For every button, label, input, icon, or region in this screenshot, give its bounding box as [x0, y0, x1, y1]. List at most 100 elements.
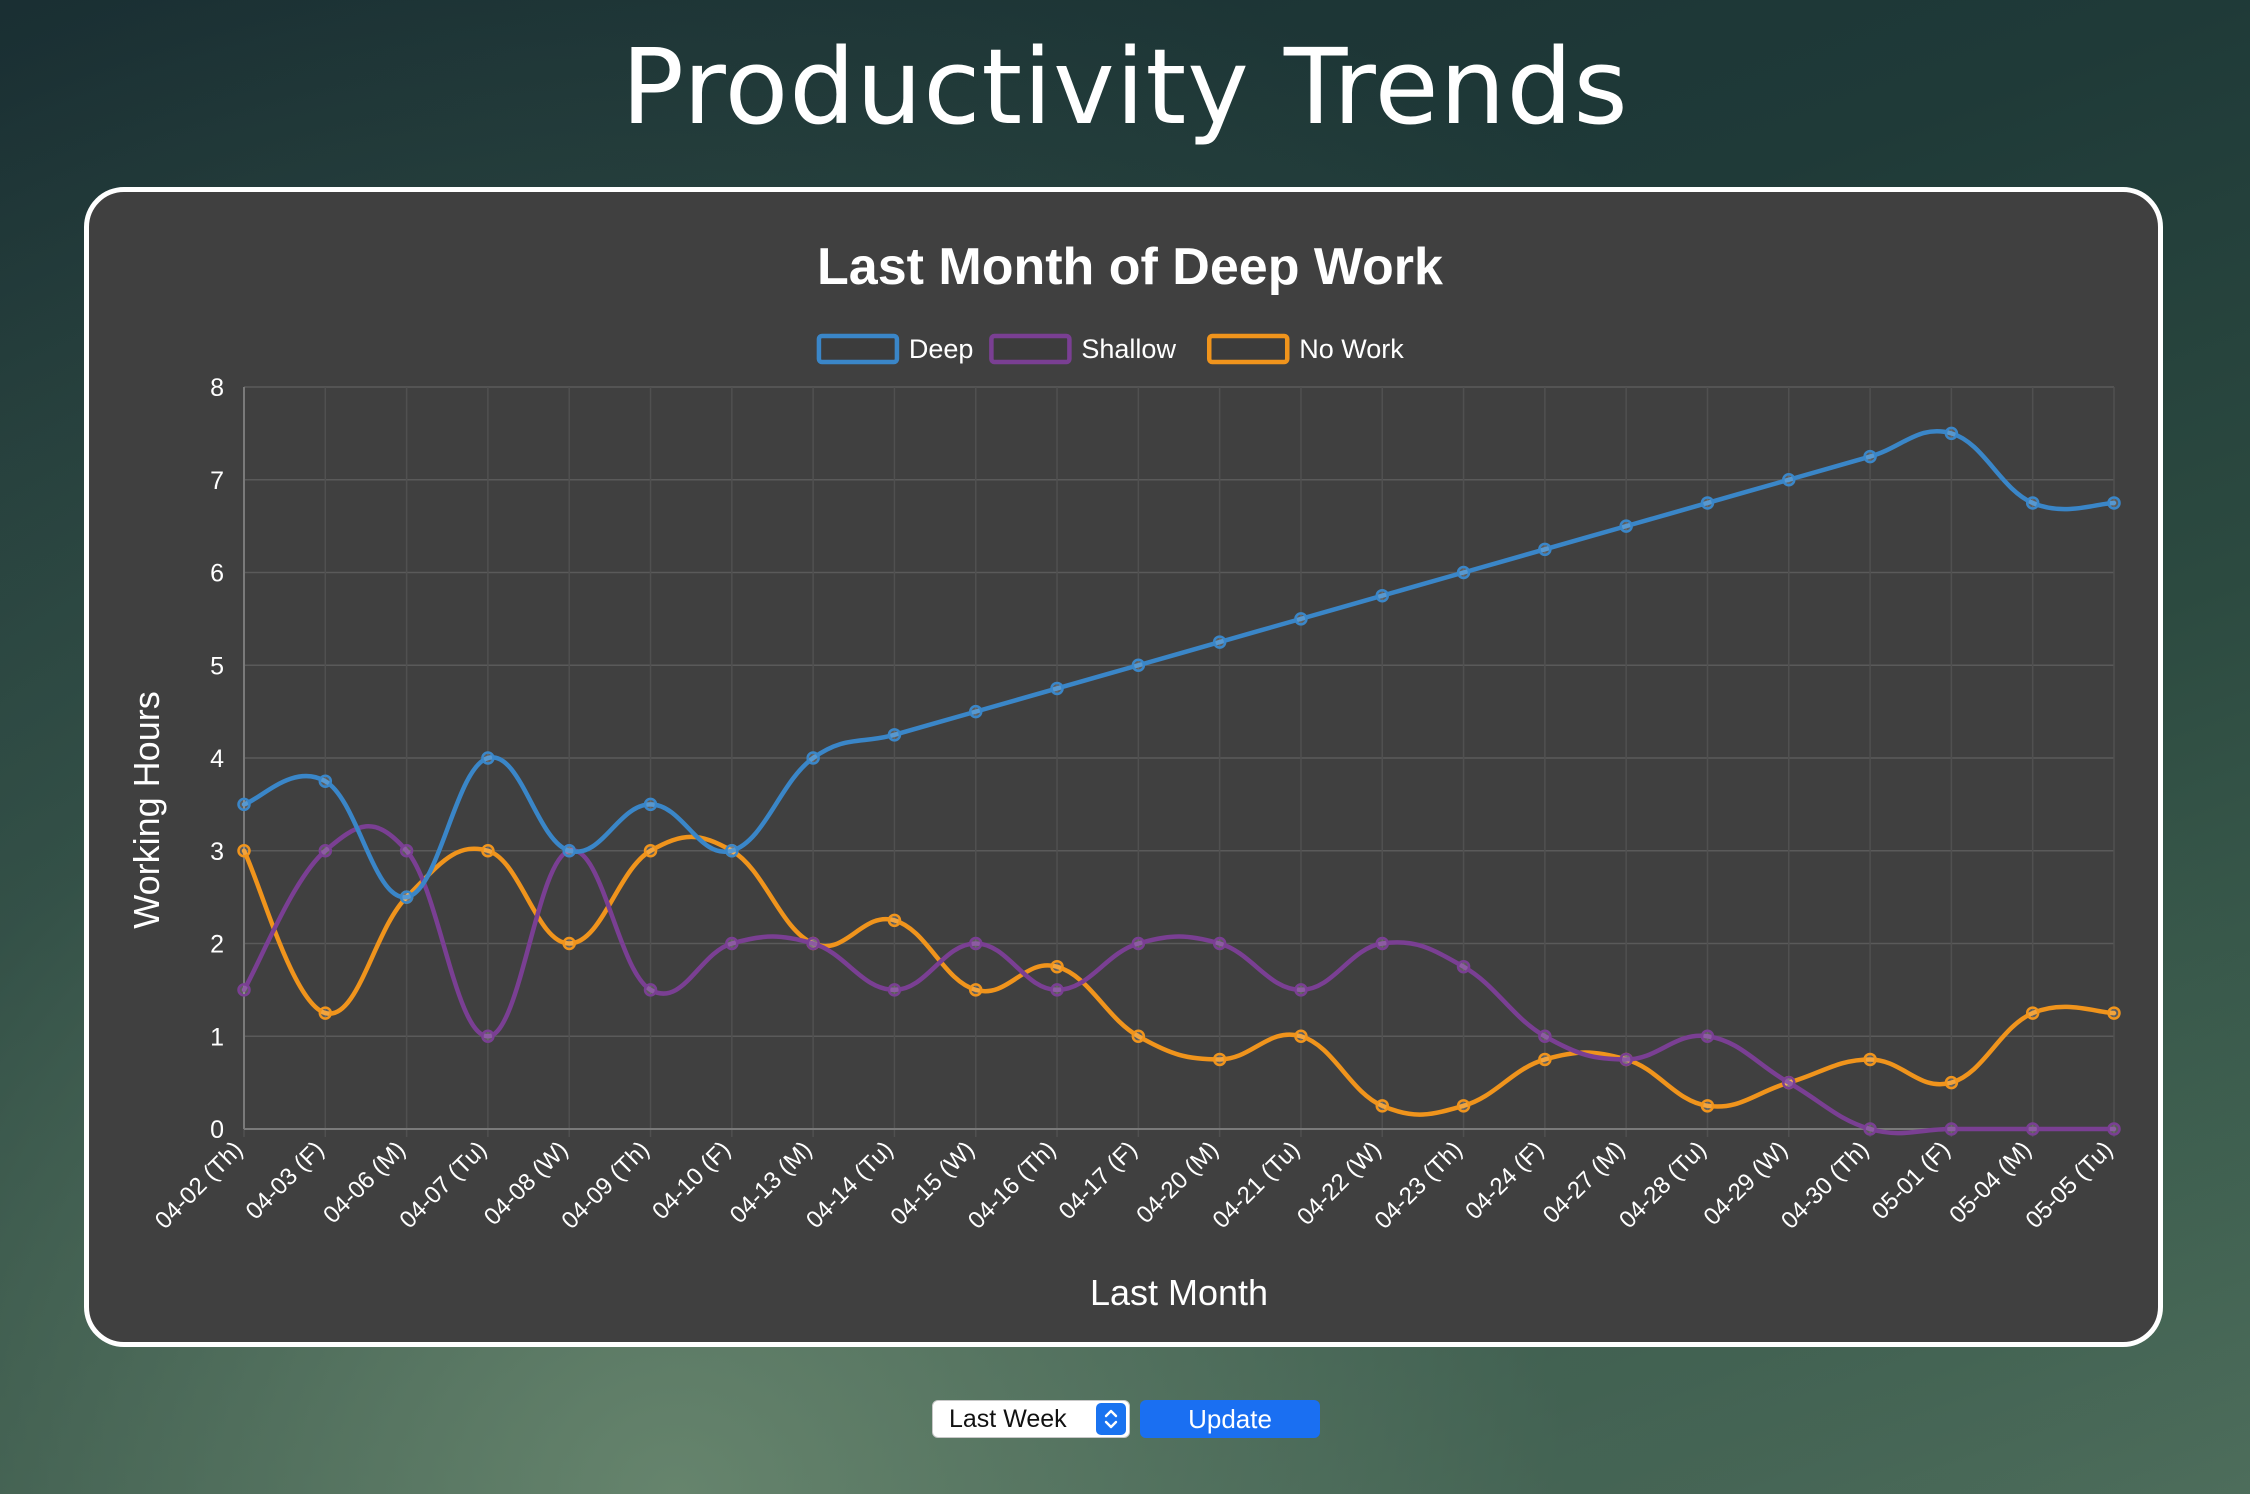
point-no-work[interactable] [1700, 1099, 1715, 1113]
point-shallow[interactable] [1782, 1075, 1796, 1090]
point-deep[interactable] [1619, 519, 1633, 533]
point-deep[interactable] [2025, 496, 2040, 510]
point-shallow[interactable] [1538, 1029, 1552, 1043]
point-shallow[interactable] [725, 936, 739, 951]
y-tick-label: 6 [210, 560, 224, 588]
x-tick-label: 04-07 (Tu) [394, 1136, 492, 1234]
point-deep[interactable] [1375, 588, 1390, 603]
x-tick-label: 05-05 (Tu) [2021, 1136, 2119, 1234]
point-deep[interactable] [237, 797, 251, 812]
point-deep[interactable] [1863, 449, 1877, 464]
x-tick-label: 04-28 (Tu) [1614, 1136, 1712, 1234]
point-shallow[interactable] [1700, 1029, 1715, 1043]
point-deep[interactable] [481, 751, 495, 765]
controls-bar: Last Week Update [932, 1399, 1320, 1439]
legend-swatch-shallow [989, 333, 1072, 365]
point-deep[interactable] [1944, 426, 1959, 441]
point-shallow[interactable] [1863, 1122, 1877, 1136]
point-deep[interactable] [887, 728, 902, 742]
series-line-deep [241, 429, 2117, 900]
point-deep[interactable] [968, 704, 983, 719]
point-shallow[interactable] [1131, 936, 1146, 951]
point-deep[interactable] [725, 844, 739, 858]
line-chart: Last Month of Deep Work Deep Shallow No Wo… [126, 238, 2121, 1313]
point-no-work[interactable] [481, 844, 495, 858]
point-shallow[interactable] [1294, 983, 1308, 997]
point-deep[interactable] [1538, 542, 1552, 557]
x-tick-label: 04-21 (Tu) [1208, 1136, 1306, 1234]
point-shallow[interactable] [1050, 983, 1064, 997]
point-deep[interactable] [318, 774, 333, 788]
point-no-work[interactable] [2107, 1006, 2121, 1020]
point-shallow[interactable] [481, 1029, 495, 1043]
point-no-work[interactable] [562, 936, 576, 951]
y-tick-label: 2 [210, 931, 224, 959]
point-deep[interactable] [562, 844, 576, 858]
chart-card: Last Month of Deep Work Deep Shallow No Wo… [84, 187, 2163, 1347]
page-title: Productivity Trends [621, 26, 1629, 148]
y-tick-label: 5 [210, 652, 224, 680]
point-no-work[interactable] [1294, 1029, 1308, 1043]
point-no-work[interactable] [1538, 1052, 1552, 1067]
point-deep[interactable] [1050, 681, 1064, 696]
point-shallow[interactable] [1944, 1122, 1959, 1136]
legend-item-deep[interactable]: Deep [816, 333, 974, 365]
x-tick-label: 04-03 (F) [241, 1136, 330, 1225]
y-axis-ticks: 0 1 2 3 4 5 6 7 8 [210, 374, 224, 1144]
point-no-work[interactable] [1456, 1099, 1471, 1113]
point-deep[interactable] [1456, 565, 1471, 580]
point-no-work[interactable] [1863, 1052, 1877, 1067]
point-no-work[interactable] [1050, 959, 1064, 974]
point-no-work[interactable] [887, 913, 902, 928]
x-tick-label: 04-02 (Th) [150, 1136, 248, 1234]
point-deep[interactable] [399, 890, 414, 904]
point-no-work[interactable] [2025, 1006, 2040, 1020]
series-line-shallow [241, 824, 2117, 1136]
point-no-work[interactable] [968, 983, 983, 997]
x-tick-label: 04-17 (F) [1054, 1136, 1143, 1225]
point-no-work[interactable] [643, 844, 658, 858]
series-line-no-work [241, 834, 2117, 1117]
point-shallow[interactable] [1212, 936, 1227, 951]
y-tick-label: 0 [210, 1116, 224, 1144]
point-deep[interactable] [1294, 612, 1308, 626]
point-shallow[interactable] [237, 983, 251, 997]
legend-label-deep: Deep [909, 334, 974, 364]
legend-item-no-work[interactable]: No Work [1206, 333, 1404, 365]
point-shallow[interactable] [806, 936, 820, 951]
point-deep[interactable] [806, 751, 820, 765]
point-deep[interactable] [1782, 473, 1796, 487]
point-shallow[interactable] [2107, 1122, 2121, 1136]
point-deep[interactable] [643, 797, 658, 812]
point-deep[interactable] [2107, 496, 2121, 510]
x-axis-ticks: 04-02 (Th)04-03 (F)04-06 (M)04-07 (Tu)04… [150, 1136, 2118, 1234]
point-shallow[interactable] [968, 936, 983, 951]
point-shallow[interactable] [643, 983, 658, 997]
range-select-value: Last Week [949, 1404, 1067, 1433]
point-deep[interactable] [1131, 658, 1146, 672]
point-no-work[interactable] [1212, 1052, 1227, 1067]
point-no-work[interactable] [237, 844, 251, 858]
x-tick-label: 04-10 (F) [647, 1136, 736, 1225]
y-tick-label: 4 [210, 745, 224, 773]
point-shallow[interactable] [2025, 1122, 2040, 1136]
point-shallow[interactable] [1375, 936, 1390, 951]
point-no-work[interactable] [1131, 1029, 1146, 1043]
y-tick-label: 7 [210, 467, 224, 495]
point-no-work[interactable] [1375, 1099, 1390, 1113]
point-deep[interactable] [1700, 496, 1715, 510]
update-button[interactable]: Update [1140, 1400, 1320, 1438]
point-deep[interactable] [1212, 635, 1227, 649]
chevron-up-down-icon [1096, 1403, 1126, 1435]
point-no-work[interactable] [1944, 1075, 1959, 1090]
point-shallow[interactable] [399, 844, 414, 858]
range-select[interactable]: Last Week [932, 1400, 1130, 1438]
legend-item-shallow[interactable]: Shallow [989, 333, 1176, 365]
point-shallow[interactable] [1619, 1052, 1633, 1067]
point-shallow[interactable] [1456, 959, 1471, 974]
legend-swatch-no-work [1206, 333, 1290, 365]
chart-legend: Deep Shallow No Work [816, 333, 1404, 365]
point-shallow[interactable] [887, 983, 902, 997]
point-shallow[interactable] [318, 844, 333, 858]
point-no-work[interactable] [318, 1006, 333, 1020]
